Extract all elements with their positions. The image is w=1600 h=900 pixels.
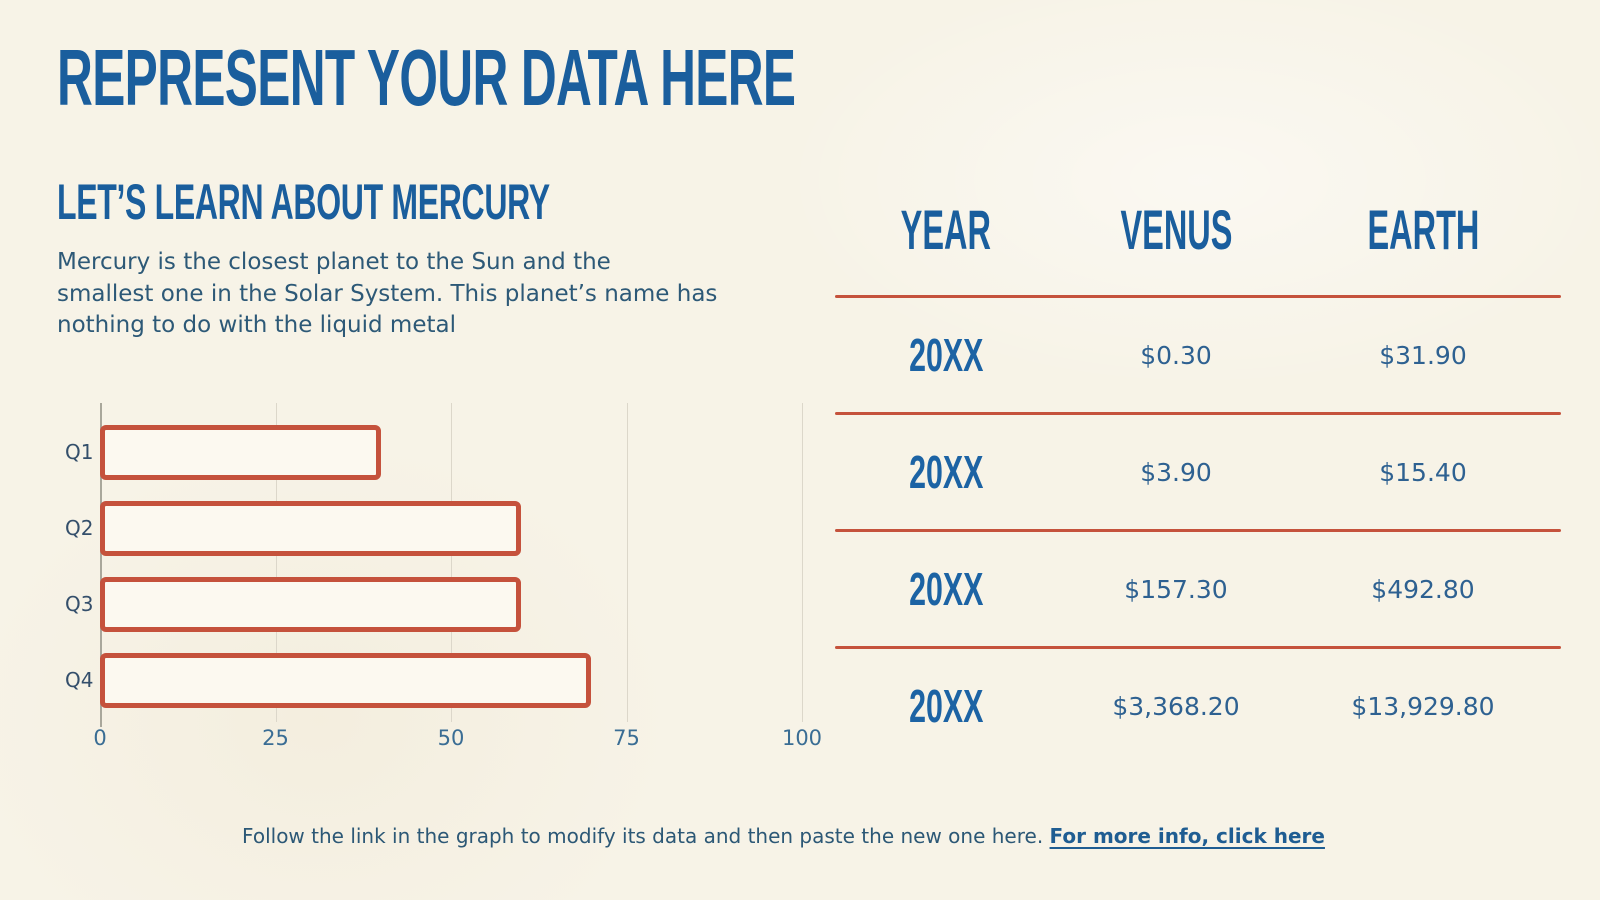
x-tick-label-50: 50: [437, 726, 465, 750]
x-tick-label-25: 25: [262, 726, 289, 750]
gridline-25: [275, 403, 277, 722]
chart-bar-q4: [100, 653, 592, 708]
earth-value-cell: $15.40: [1295, 458, 1551, 487]
x-tick-label-0: 0: [93, 726, 107, 750]
venus-value-cell: $3,368.20: [1057, 692, 1295, 721]
footer-text: Follow the link in the graph to modify i…: [242, 824, 1050, 848]
chart-bar-q3: [100, 577, 522, 632]
table-header-year-label: YEAR: [900, 197, 992, 261]
year-label: 20XX: [908, 680, 984, 732]
value-label: $15.40: [1379, 457, 1467, 487]
table-header-year: YEAR: [835, 198, 1057, 278]
earth-value-cell: $13,929.80: [1295, 692, 1551, 721]
page-title: REPRESENT YOUR DATA HERE: [57, 33, 796, 122]
year-cell: 20XX: [835, 445, 1057, 499]
table-row-3: 20XX $157.30 $492.80: [835, 532, 1561, 646]
section-description: Mercury is the closest planet to the Sun…: [57, 249, 718, 338]
table-divider-3: [835, 529, 1561, 532]
value-label: $492.80: [1371, 574, 1475, 604]
table-header-venus-label: VENUS: [1120, 197, 1232, 261]
year-label: 20XX: [908, 329, 984, 381]
venus-value-cell: $157.30: [1057, 575, 1295, 604]
venus-value-cell: $3.90: [1057, 458, 1295, 487]
earth-value-cell: $492.80: [1295, 575, 1551, 604]
chart-category-label-q2: Q2: [65, 516, 94, 540]
section-heading: LET’S LEARN ABOUT MERCURY: [57, 174, 550, 230]
y-axis-line: [100, 403, 102, 727]
footer-note: Follow the link in the graph to modify i…: [0, 824, 1567, 848]
chart-category-label-q1: Q1: [65, 440, 94, 464]
chart-bar-q1: [100, 425, 381, 480]
table-header-earth: EARTH: [1295, 198, 1551, 278]
table-row-2: 20XX $3.90 $15.40: [835, 415, 1561, 529]
table-row-4: 20XX $3,368.20 $13,929.80: [835, 649, 1561, 763]
x-tick-label-75: 75: [613, 726, 640, 750]
value-label: $3.90: [1140, 457, 1212, 487]
year-label: 20XX: [908, 446, 984, 498]
table-divider-4: [835, 646, 1561, 649]
chart-category-label-q3: Q3: [65, 592, 94, 616]
table-header-row: YEAR VENUS EARTH: [835, 195, 1561, 295]
chart-bar-q2: [100, 501, 522, 556]
year-cell: 20XX: [835, 328, 1057, 382]
venus-value-cell: $0.30: [1057, 341, 1295, 370]
chart-category-label-q4: Q4: [65, 668, 94, 692]
year-cell: 20XX: [835, 562, 1057, 616]
value-label: $13,929.80: [1351, 691, 1495, 721]
bar-chart: Q1 Q2 Q3 Q4 0 25 50 75 100: [57, 395, 837, 765]
gridline-75: [626, 403, 628, 722]
earth-value-cell: $31.90: [1295, 341, 1551, 370]
x-tick-label-100: 100: [781, 726, 823, 750]
table-divider-2: [835, 412, 1561, 415]
year-label: 20XX: [908, 563, 984, 615]
data-table: YEAR VENUS EARTH 20XX $0.30 $31.90 20XX $3.9…: [835, 195, 1561, 763]
table-body: 20XX $0.30 $31.90 20XX $3.90 $15.40 20XX $157.3…: [835, 295, 1561, 763]
more-info-link[interactable]: For more info, click here: [1049, 824, 1325, 848]
year-cell: 20XX: [835, 679, 1057, 733]
table-divider-1: [835, 295, 1561, 298]
value-label: $0.30: [1140, 340, 1212, 370]
value-label: $31.90: [1379, 340, 1467, 370]
table-header-venus: VENUS: [1057, 198, 1295, 278]
gridline-50: [451, 403, 452, 722]
value-label: $157.30: [1124, 574, 1228, 604]
gridline-100: [802, 403, 803, 722]
table-row-1: 20XX $0.30 $31.90: [835, 298, 1561, 412]
table-header-earth-label: EARTH: [1367, 197, 1479, 261]
value-label: $3,368.20: [1112, 691, 1240, 721]
